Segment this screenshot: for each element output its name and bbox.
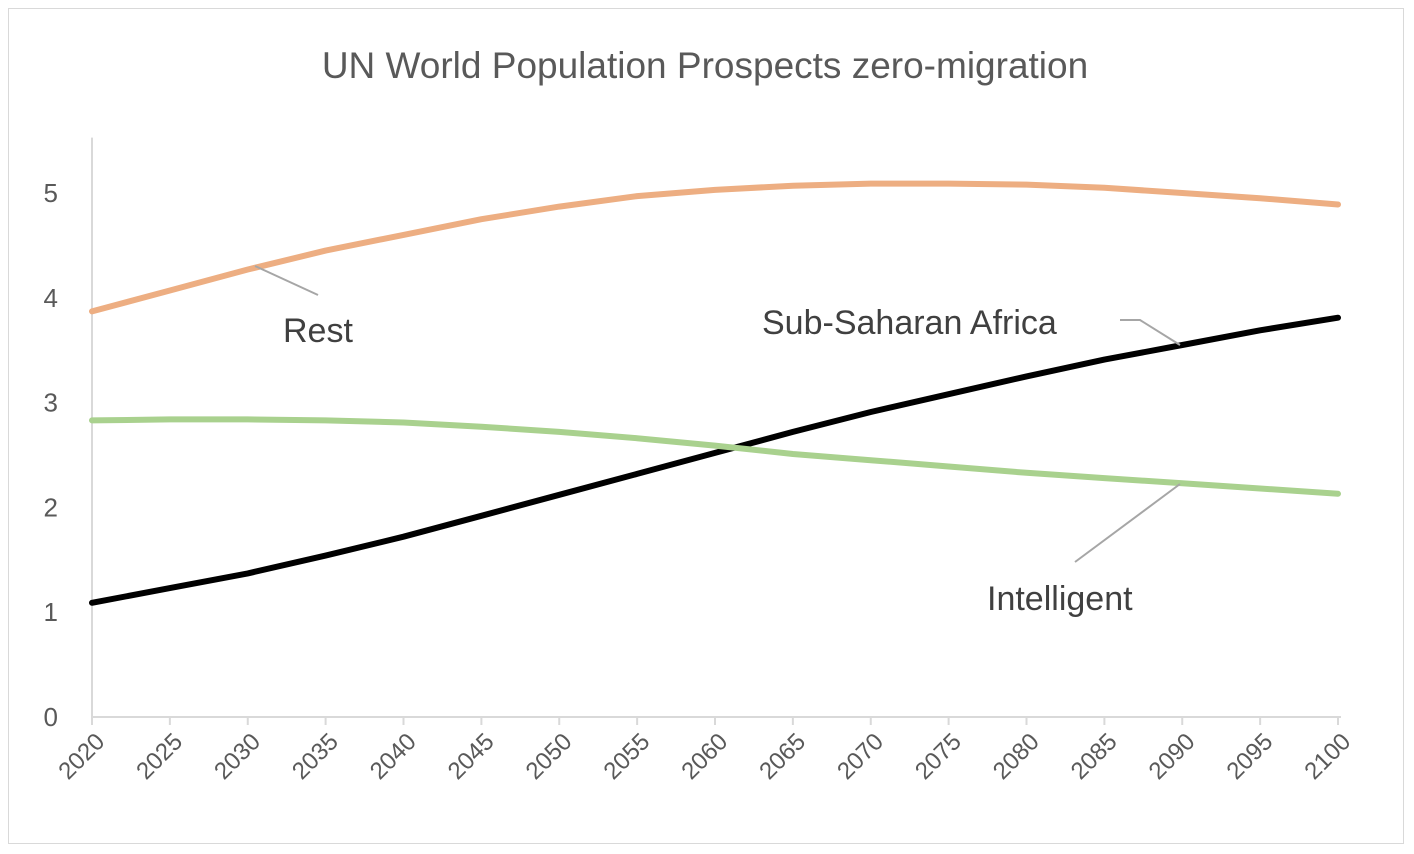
x-tick-label: 2035 xyxy=(287,728,344,785)
series-line-intelligent xyxy=(89,416,1341,497)
x-tick-label: 2100 xyxy=(1299,728,1356,785)
x-tick-label: 2085 xyxy=(1066,728,1123,785)
rest-leader-line xyxy=(254,265,319,296)
x-tick-label: 2090 xyxy=(1144,728,1201,785)
series-lines xyxy=(89,180,1341,606)
x-tick-label: 2055 xyxy=(599,728,656,785)
x-tick-label: 2080 xyxy=(988,728,1045,785)
label-sub-saharan-africa: Sub-Saharan Africa xyxy=(762,304,1057,342)
series-line-rest xyxy=(89,180,1341,315)
y-tick-label: 4 xyxy=(44,283,58,313)
x-tick-label: 2030 xyxy=(209,728,266,785)
x-tick-label: 2065 xyxy=(754,728,811,785)
x-tick-label: 2070 xyxy=(832,728,889,785)
ssa-leader-line xyxy=(1120,319,1181,346)
x-tick-label: 2045 xyxy=(443,728,500,785)
y-tick-label: 1 xyxy=(44,597,58,627)
y-tick-label: 5 xyxy=(44,178,58,208)
x-tick-label: 2095 xyxy=(1222,728,1279,785)
x-tick-label: 2040 xyxy=(365,728,422,785)
label-intelligent: Intelligent xyxy=(987,580,1133,618)
chart-frame xyxy=(8,8,1404,844)
y-tick-label: 2 xyxy=(44,492,58,522)
series-line-sub-saharan-africa xyxy=(89,314,1341,606)
x-tick-label: 2060 xyxy=(676,728,733,785)
chart-title: UN World Population Prospects zero-migra… xyxy=(322,45,1088,86)
x-tick-label: 2025 xyxy=(131,728,188,785)
axes: 0 1 2 3 4 5 2020 2025 2030 2035 2040 2045 2050 2055 20… xyxy=(44,137,1356,785)
x-tick-label: 2075 xyxy=(910,728,967,785)
series-annotations: Rest Sub-Saharan Africa Intelligent xyxy=(254,265,1181,618)
x-tick-label: 2050 xyxy=(521,728,578,785)
x-tick-label: 2020 xyxy=(53,728,110,785)
intelligent-leader-line xyxy=(1074,483,1181,563)
label-rest: Rest xyxy=(283,312,353,350)
y-tick-label: 0 xyxy=(44,702,58,732)
y-tick-label: 3 xyxy=(44,388,58,418)
